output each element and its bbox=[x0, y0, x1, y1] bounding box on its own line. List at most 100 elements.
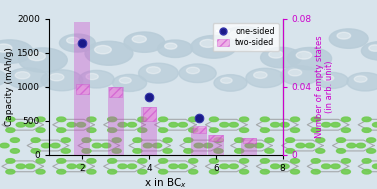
Circle shape bbox=[311, 170, 320, 174]
Circle shape bbox=[178, 164, 187, 169]
Circle shape bbox=[354, 76, 367, 82]
Circle shape bbox=[323, 75, 334, 81]
Circle shape bbox=[210, 170, 218, 174]
Circle shape bbox=[322, 122, 331, 127]
Circle shape bbox=[369, 45, 377, 51]
Circle shape bbox=[127, 164, 136, 169]
Circle shape bbox=[49, 74, 64, 81]
Circle shape bbox=[57, 128, 66, 132]
Circle shape bbox=[214, 138, 223, 142]
Circle shape bbox=[336, 138, 345, 142]
Circle shape bbox=[138, 128, 147, 132]
Circle shape bbox=[10, 149, 19, 153]
Circle shape bbox=[286, 149, 295, 153]
Circle shape bbox=[254, 72, 267, 78]
Circle shape bbox=[67, 122, 76, 127]
Bar bbox=[191, 128, 207, 155]
Circle shape bbox=[169, 122, 178, 127]
Circle shape bbox=[362, 159, 371, 163]
Circle shape bbox=[214, 149, 223, 153]
Circle shape bbox=[108, 128, 117, 132]
Circle shape bbox=[240, 117, 249, 122]
Circle shape bbox=[260, 159, 269, 163]
Circle shape bbox=[331, 122, 340, 127]
Circle shape bbox=[31, 149, 40, 153]
Circle shape bbox=[57, 159, 66, 163]
Circle shape bbox=[163, 138, 172, 142]
Circle shape bbox=[51, 143, 60, 148]
Circle shape bbox=[158, 170, 167, 174]
Circle shape bbox=[362, 42, 377, 60]
X-axis label: x in BC$_x$: x in BC$_x$ bbox=[144, 176, 187, 189]
Circle shape bbox=[108, 170, 117, 174]
Circle shape bbox=[118, 164, 127, 169]
Circle shape bbox=[112, 138, 121, 142]
Circle shape bbox=[316, 138, 325, 142]
Circle shape bbox=[336, 149, 345, 153]
Circle shape bbox=[329, 29, 368, 48]
Circle shape bbox=[362, 128, 371, 132]
Circle shape bbox=[77, 164, 86, 169]
Circle shape bbox=[133, 149, 142, 153]
Circle shape bbox=[331, 164, 340, 169]
Circle shape bbox=[179, 64, 216, 83]
Circle shape bbox=[210, 159, 218, 163]
Circle shape bbox=[112, 149, 121, 153]
Circle shape bbox=[210, 117, 218, 122]
Circle shape bbox=[92, 143, 101, 148]
Bar bbox=[193, 126, 206, 133]
Circle shape bbox=[139, 63, 178, 83]
Circle shape bbox=[341, 128, 350, 132]
Y-axis label: Capacity (mAh/g): Capacity (mAh/g) bbox=[5, 47, 14, 126]
Circle shape bbox=[36, 128, 45, 132]
Point bbox=[146, 96, 152, 99]
Circle shape bbox=[296, 143, 305, 148]
Circle shape bbox=[0, 40, 33, 63]
Circle shape bbox=[124, 32, 165, 52]
Bar bbox=[241, 138, 257, 155]
Circle shape bbox=[189, 159, 198, 163]
Bar bbox=[74, 22, 90, 155]
Circle shape bbox=[6, 170, 15, 174]
Circle shape bbox=[118, 122, 127, 127]
Circle shape bbox=[220, 27, 268, 50]
Circle shape bbox=[362, 170, 371, 174]
Circle shape bbox=[291, 159, 300, 163]
Circle shape bbox=[210, 128, 218, 132]
Circle shape bbox=[280, 122, 289, 127]
Circle shape bbox=[16, 164, 25, 169]
Circle shape bbox=[188, 128, 198, 132]
Circle shape bbox=[220, 122, 229, 127]
Circle shape bbox=[311, 159, 320, 163]
Circle shape bbox=[26, 122, 35, 127]
Circle shape bbox=[82, 138, 91, 142]
Circle shape bbox=[57, 170, 66, 174]
Circle shape bbox=[356, 143, 365, 148]
Circle shape bbox=[362, 117, 371, 122]
Circle shape bbox=[221, 77, 232, 83]
Circle shape bbox=[280, 164, 289, 169]
Circle shape bbox=[158, 128, 167, 132]
Circle shape bbox=[260, 170, 269, 174]
Circle shape bbox=[347, 143, 356, 148]
Circle shape bbox=[138, 117, 147, 122]
Circle shape bbox=[36, 117, 45, 122]
Bar bbox=[208, 135, 224, 155]
Circle shape bbox=[287, 47, 332, 70]
Y-axis label: Number of empty states
(in arb. unit): Number of empty states (in arb. unit) bbox=[315, 36, 334, 138]
Circle shape bbox=[57, 117, 66, 122]
Bar bbox=[108, 87, 124, 155]
Circle shape bbox=[0, 69, 7, 87]
Circle shape bbox=[188, 170, 198, 174]
Circle shape bbox=[133, 138, 142, 142]
Circle shape bbox=[184, 149, 193, 153]
Circle shape bbox=[260, 128, 269, 132]
Circle shape bbox=[41, 143, 51, 148]
Legend: one-sided, two-sided: one-sided, two-sided bbox=[213, 23, 279, 51]
Circle shape bbox=[240, 159, 249, 163]
Bar bbox=[209, 135, 222, 141]
Point bbox=[80, 41, 86, 44]
Circle shape bbox=[280, 66, 319, 85]
Circle shape bbox=[95, 45, 111, 54]
Circle shape bbox=[230, 31, 246, 39]
